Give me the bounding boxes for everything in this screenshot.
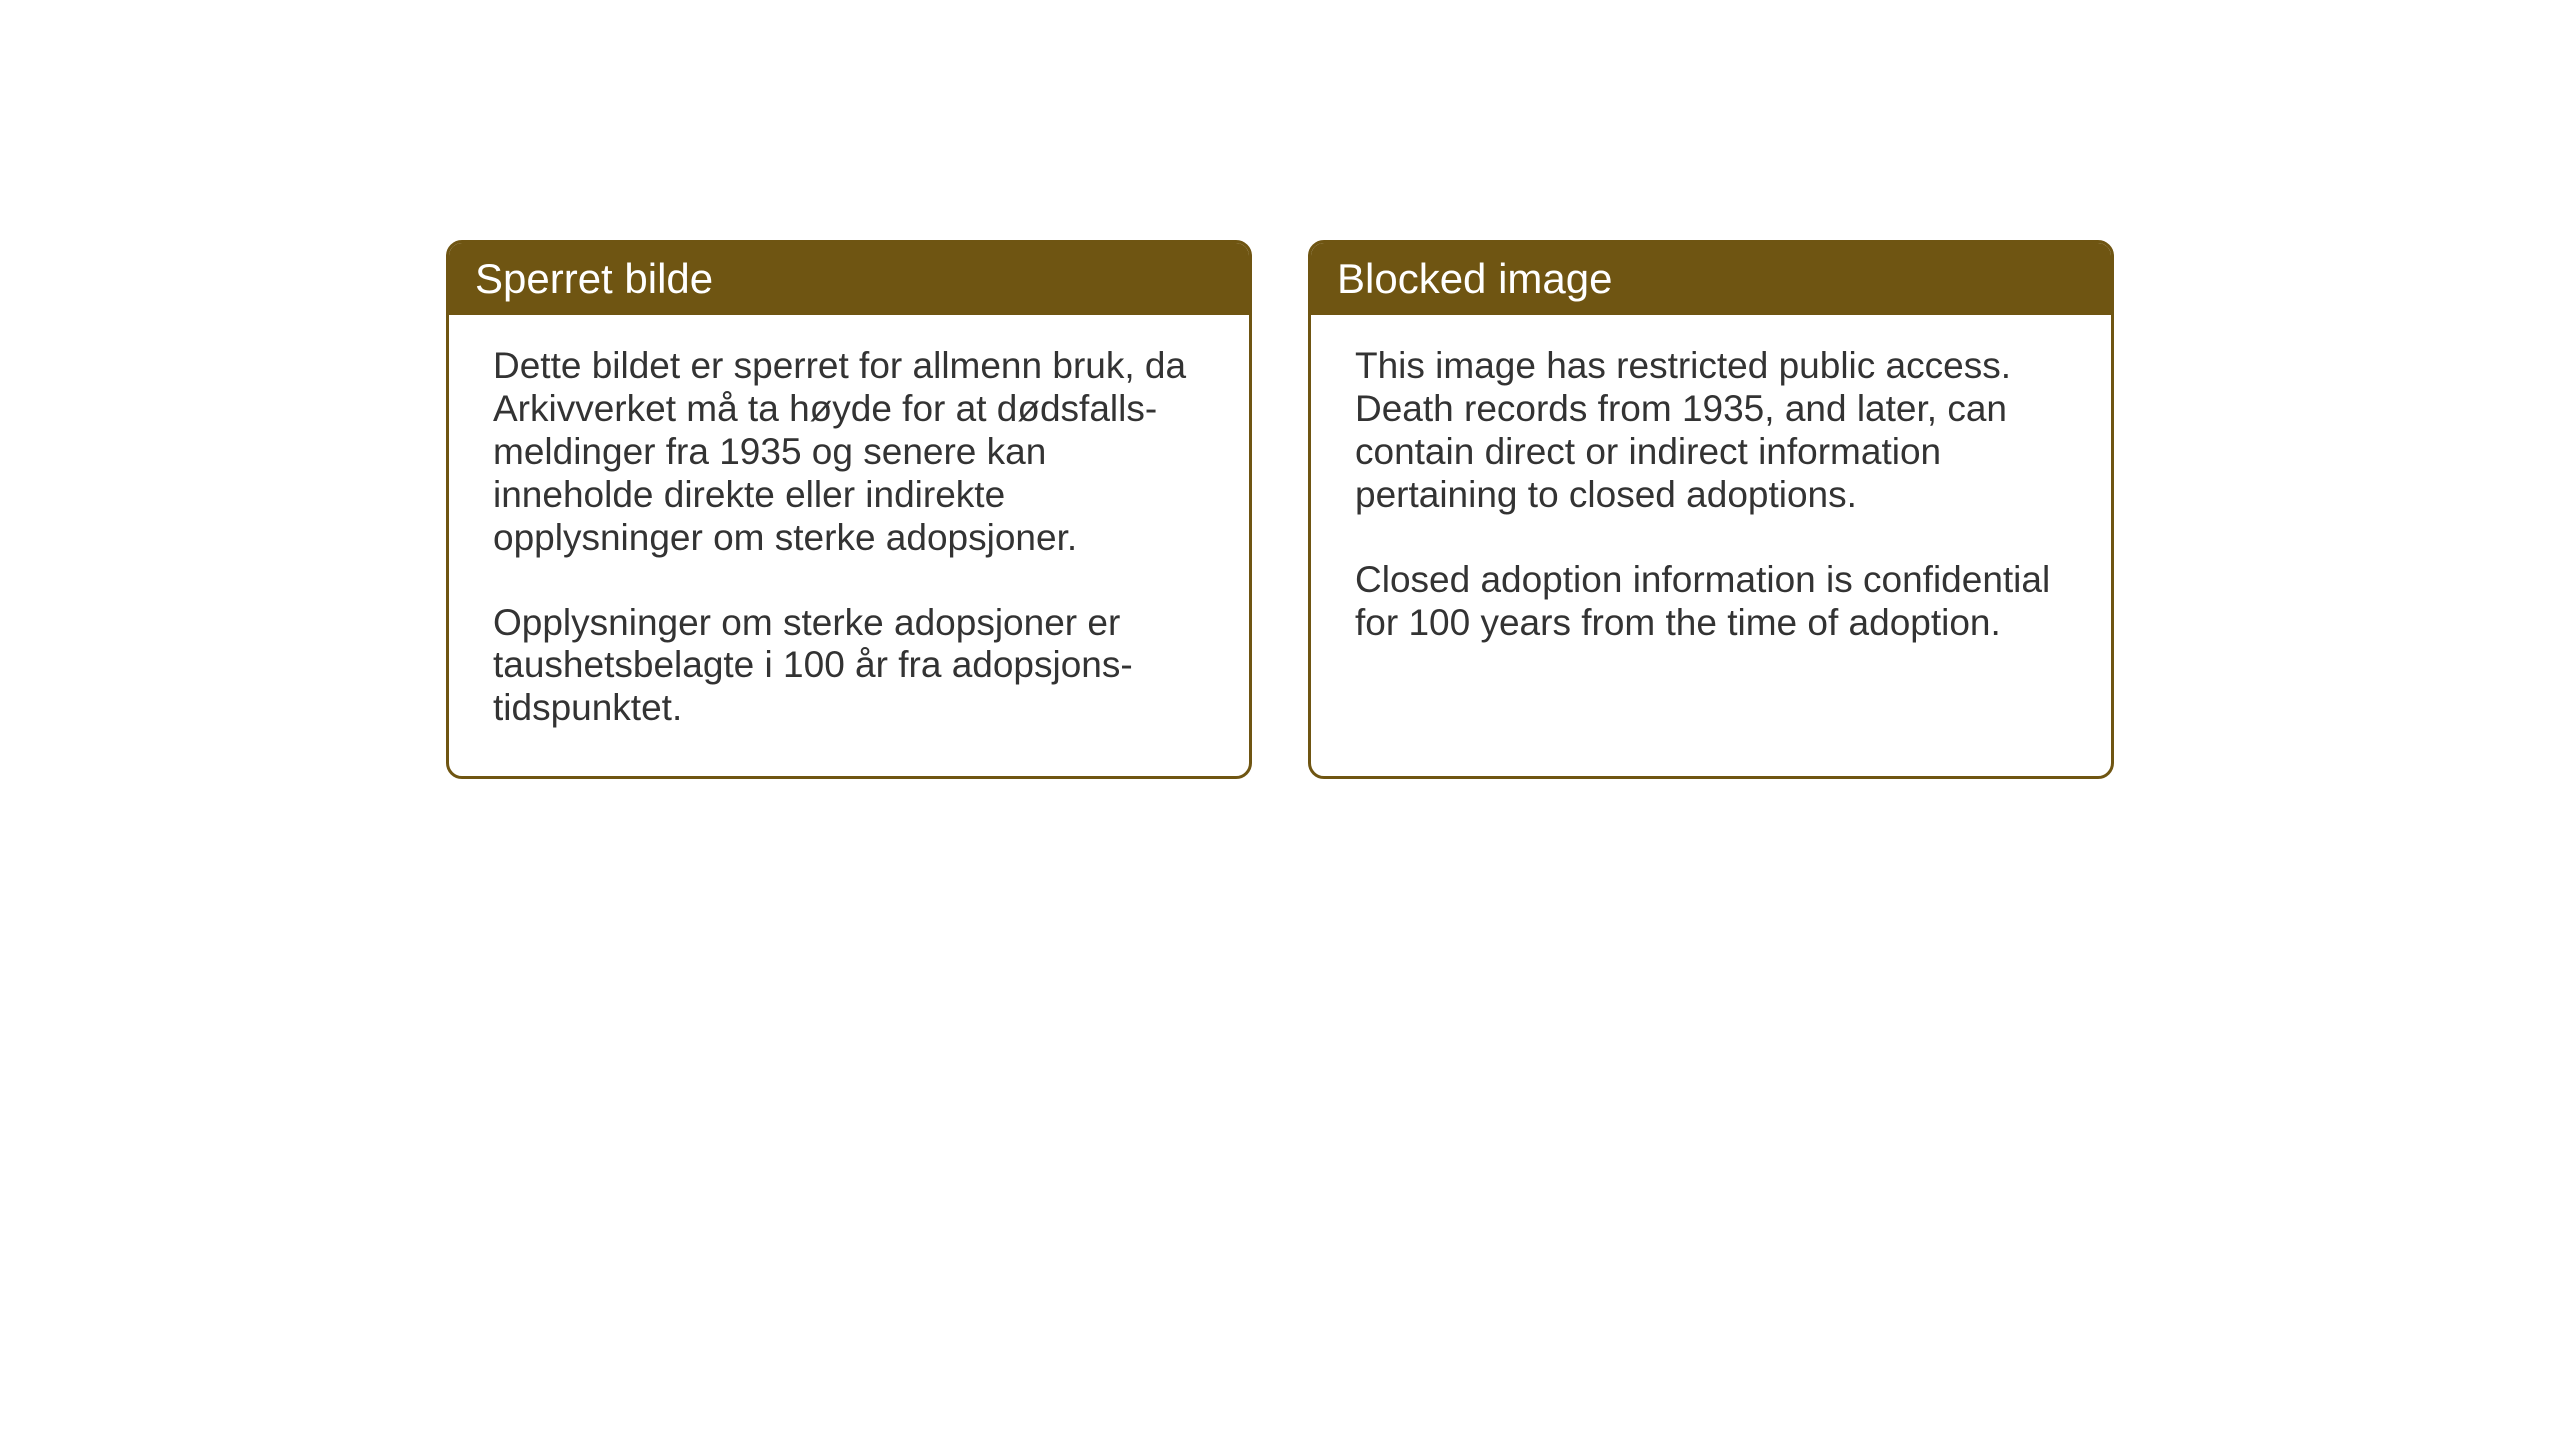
card-paragraph-2-english: Closed adoption information is confident… xyxy=(1355,559,2067,645)
card-norwegian: Sperret bilde Dette bildet er sperret fo… xyxy=(446,240,1252,779)
card-title-norwegian: Sperret bilde xyxy=(475,255,713,302)
card-body-norwegian: Dette bildet er sperret for allmenn bruk… xyxy=(449,315,1249,776)
card-body-english: This image has restricted public access.… xyxy=(1311,315,2111,690)
card-title-english: Blocked image xyxy=(1337,255,1612,302)
card-paragraph-1-norwegian: Dette bildet er sperret for allmenn bruk… xyxy=(493,345,1205,560)
card-header-english: Blocked image xyxy=(1311,243,2111,315)
cards-container: Sperret bilde Dette bildet er sperret fo… xyxy=(446,240,2114,779)
card-paragraph-2-norwegian: Opplysninger om sterke adopsjoner er tau… xyxy=(493,602,1205,731)
card-paragraph-1-english: This image has restricted public access.… xyxy=(1355,345,2067,517)
card-header-norwegian: Sperret bilde xyxy=(449,243,1249,315)
card-english: Blocked image This image has restricted … xyxy=(1308,240,2114,779)
